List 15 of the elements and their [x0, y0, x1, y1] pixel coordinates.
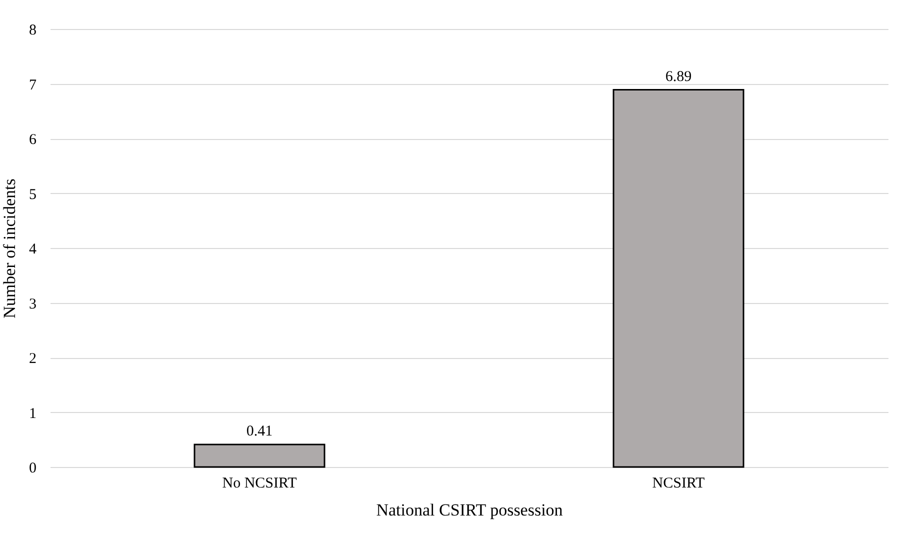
- y-tick-label: 5: [29, 186, 36, 203]
- x-tick-label: NCSIRT: [652, 476, 705, 492]
- y-tick-label: 7: [29, 77, 37, 94]
- y-tick-label: 8: [29, 22, 36, 38]
- y-tick-label: 4: [29, 242, 37, 258]
- y-tick-label: 0: [29, 460, 36, 476]
- y-axis-title: Number of incidents: [0, 178, 19, 318]
- data-label: 0.41: [246, 424, 273, 440]
- data-label: 6.89: [665, 68, 692, 85]
- y-tick-label: 2: [29, 351, 36, 367]
- y-tick-label: 1: [29, 406, 36, 422]
- x-tick-label: No NCSIRT: [222, 476, 297, 492]
- y-tick-label: 6: [29, 132, 37, 148]
- x-axis-title: National CSIRT possession: [376, 500, 564, 520]
- y-tick-label: 3: [29, 296, 36, 312]
